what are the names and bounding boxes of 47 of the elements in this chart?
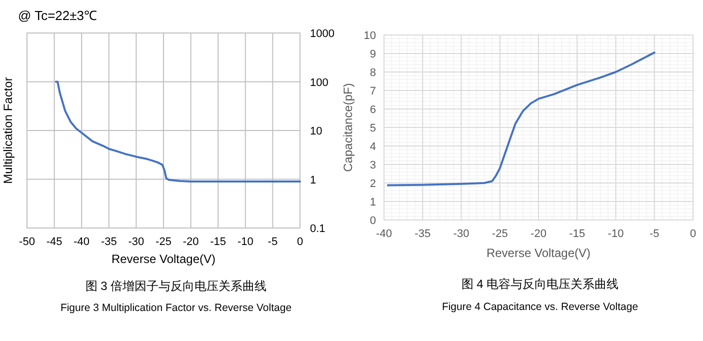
x-tick-label: -50 xyxy=(19,236,35,248)
caption: 图 4 电容与反向电压关系曲线 xyxy=(461,277,619,291)
x-tick-label: -30 xyxy=(128,236,144,248)
x-tick-label: -45 xyxy=(46,236,62,248)
x-tick-label: -10 xyxy=(608,228,624,240)
y-tick-label: 1 xyxy=(370,196,376,208)
y-tick-label: 100 xyxy=(310,76,328,89)
y-tick-label: 8 xyxy=(370,67,376,79)
x-tick-label: -35 xyxy=(100,236,117,248)
y-tick-label: 10 xyxy=(364,30,376,42)
line-series xyxy=(386,52,656,186)
y-tick-label: 1000 xyxy=(310,28,334,40)
y-axis-title: Multiplication Factor xyxy=(1,77,15,184)
x-tick-label: -40 xyxy=(376,228,392,240)
y-tick-label: 4 xyxy=(370,141,376,153)
y-tick-label: 3 xyxy=(370,160,376,172)
x-axis-title: Reverse Voltage(V) xyxy=(486,246,591,260)
chart-title: @ Tc=22±3℃ xyxy=(18,8,97,23)
y-tick-label: 6 xyxy=(370,104,376,116)
y-tick-label: 0.1 xyxy=(310,223,326,235)
x-tick-label: -40 xyxy=(74,236,90,248)
y-tick-label: 9 xyxy=(370,48,376,60)
x-tick-label: -15 xyxy=(569,228,586,240)
x-tick-label: -25 xyxy=(156,236,172,248)
x-tick-label: -25 xyxy=(492,228,508,240)
x-tick-label: -35 xyxy=(414,228,431,240)
y-tick-label: 1 xyxy=(310,174,316,186)
y-tick-label: 5 xyxy=(370,122,376,134)
caption: Figure 3 Multiplication Factor vs. Reverse Voltage xyxy=(60,302,292,314)
x-axis-title: Reverse Voltage(V) xyxy=(111,252,216,266)
x-tick-label: -15 xyxy=(210,236,226,248)
x-tick-label: -20 xyxy=(530,228,546,240)
y-axis-title: Capacitance(pF) xyxy=(341,83,355,172)
caption: Figure 4 Capacitance vs. Reverse Voltage xyxy=(442,301,638,313)
x-tick-label: 0 xyxy=(296,236,304,248)
y-tick-label: 2 xyxy=(370,178,376,190)
x-tick-label: -20 xyxy=(182,236,199,248)
caption: 图 3 倍增因子与反向电压关系曲线 xyxy=(85,279,267,293)
x-tick-label: -5 xyxy=(649,228,660,240)
y-tick-label: 10 xyxy=(310,126,322,138)
line-series xyxy=(54,80,301,182)
y-tick-label: 0 xyxy=(370,215,376,227)
y-tick-label: 7 xyxy=(370,86,376,98)
x-tick-label: 0 xyxy=(690,228,696,240)
x-tick-label: -10 xyxy=(237,236,254,248)
x-tick-label: -5 xyxy=(268,236,278,248)
x-tick-label: -30 xyxy=(453,228,470,240)
